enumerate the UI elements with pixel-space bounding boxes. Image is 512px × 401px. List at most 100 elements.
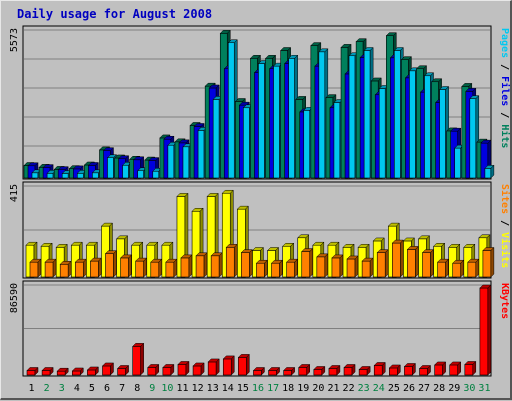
y-max-label: 86590 (9, 283, 20, 313)
bar-sites-day-20 (316, 253, 329, 278)
x-tick-label: 17 (267, 383, 279, 394)
bar-kbytes-day-24 (373, 361, 386, 376)
bar-kbytes-day-13 (207, 358, 220, 376)
x-tick-label: 12 (192, 383, 204, 394)
x-tick-label: 1 (29, 383, 35, 394)
bar-sites-day-8 (135, 257, 148, 278)
bar-kbytes-day-12 (192, 362, 205, 376)
x-tick-label: 20 (312, 383, 324, 394)
bar-sites-day-3 (59, 260, 72, 278)
bar-sites-day-2 (44, 258, 57, 278)
x-tick-label: 4 (74, 383, 80, 394)
bar-kbytes-day-29 (449, 361, 462, 376)
bar-kbytes-day-17 (267, 366, 281, 376)
bar-kbytes-day-20 (313, 365, 326, 376)
bar-sites-day-30 (467, 258, 480, 278)
x-tick-label: 19 (297, 383, 309, 394)
bar-kbytes-day-1 (26, 366, 39, 376)
x-tick-label: 30 (463, 383, 475, 394)
x-tick-label: 6 (104, 383, 110, 394)
legend-pages: Pages (499, 28, 510, 58)
bar-kbytes-day-18 (283, 366, 296, 376)
bar-kbytes-day-22 (343, 363, 356, 376)
bar-kbytes-day-30 (464, 360, 477, 376)
bar-sites-day-17 (270, 259, 284, 278)
bar-kbytes-day-27 (418, 364, 432, 376)
bar-sites-day-21 (331, 254, 344, 278)
x-tick-label: 27 (418, 383, 430, 394)
bar-kbytes-day-5 (86, 366, 99, 376)
bar-sites-day-25 (391, 239, 404, 278)
bar-kbytes-day-31 (479, 284, 492, 376)
bar-sites-day-18 (286, 258, 299, 278)
bar-sites-day-6 (104, 250, 118, 278)
bar-sites-day-26 (406, 245, 420, 278)
x-tick-label: 25 (388, 383, 400, 394)
bar-kbytes-day-7 (116, 364, 130, 376)
bar-kbytes-day-25 (388, 364, 401, 376)
series-legend: KBytes (499, 283, 510, 319)
bar-sites-day-16 (255, 259, 269, 278)
x-tick-label: 31 (478, 383, 490, 394)
y-max-label: 415 (9, 184, 20, 202)
bar-sites-day-23 (361, 257, 374, 278)
x-tick-label: 10 (161, 383, 173, 394)
bar-kbytes-day-16 (252, 366, 266, 376)
bar-kbytes-day-26 (403, 362, 417, 376)
x-tick-label: 21 (327, 383, 339, 394)
x-tick-label: 3 (59, 383, 65, 394)
series-legend: Pages / Files / Hits (499, 28, 511, 148)
bar-kbytes-day-4 (71, 367, 84, 376)
x-tick-label: 23 (358, 383, 370, 394)
x-tick-label: 29 (448, 383, 460, 394)
bar-kbytes-day-21 (328, 364, 341, 376)
bar-kbytes-day-28 (434, 361, 447, 376)
x-tick-label: 9 (149, 383, 155, 394)
bar-sites-day-22 (346, 255, 359, 278)
legend-visits: Visits (499, 232, 511, 268)
bar-sites-day-4 (74, 258, 87, 278)
bar-sites-day-29 (452, 259, 465, 278)
x-tick-label: 18 (282, 383, 294, 394)
bar-sites-day-13 (210, 252, 223, 278)
bar-kbytes-day-10 (162, 363, 175, 376)
legend-hits: Hits (499, 124, 511, 148)
x-tick-label: 15 (237, 383, 249, 394)
x-tick-label: 26 (403, 383, 415, 394)
bar-kbytes-day-2 (41, 366, 54, 376)
bar-sites-day-1 (29, 258, 42, 278)
bar-kbytes-day-11 (177, 360, 190, 376)
legend-kbytes: KBytes (499, 283, 510, 319)
bar-pages-day-2 (46, 169, 57, 179)
bar-sites-day-31 (482, 246, 495, 278)
bar-kbytes-day-14 (222, 355, 235, 376)
bar-sites-day-12 (195, 252, 208, 278)
x-tick-label: 22 (343, 383, 355, 394)
x-tick-label: 11 (176, 383, 188, 394)
bar-kbytes-day-15 (237, 353, 250, 376)
bar-sites-day-10 (165, 258, 178, 278)
bar-sites-day-28 (437, 258, 450, 278)
bar-sites-day-9 (150, 258, 163, 278)
x-tick-label: 14 (222, 383, 234, 394)
bar-kbytes-day-6 (101, 362, 115, 376)
bar-sites-day-24 (376, 249, 389, 278)
bar-sites-day-14 (225, 243, 238, 278)
bar-kbytes-day-23 (358, 365, 371, 376)
x-tick-label: 5 (89, 383, 95, 394)
x-tick-label: 28 (433, 383, 445, 394)
bar-kbytes-day-3 (56, 367, 69, 376)
y-max-label: 5573 (9, 28, 20, 52)
legend-sites: Sites (499, 184, 511, 214)
chart-title: Daily usage for August 2008 (17, 7, 213, 21)
bar-pages-day-31 (484, 164, 495, 179)
bar-kbytes-day-19 (298, 363, 311, 376)
bar-sites-day-11 (180, 254, 193, 278)
x-tick-label: 13 (207, 383, 219, 394)
bar-sites-day-15 (240, 249, 253, 278)
series-legend: Sites / Visits (499, 184, 511, 268)
x-tick-label: 7 (119, 383, 125, 394)
bar-kbytes-day-9 (147, 363, 160, 376)
